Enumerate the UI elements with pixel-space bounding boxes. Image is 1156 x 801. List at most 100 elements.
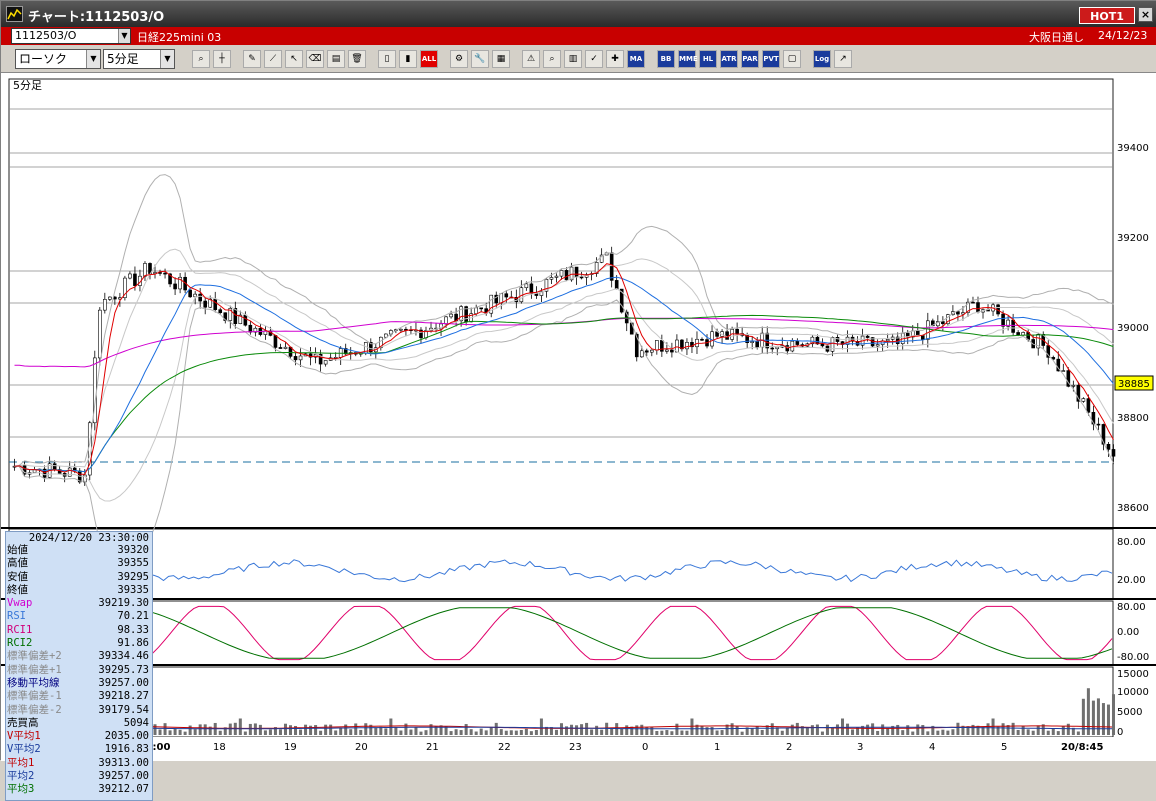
candle-body (915, 330, 920, 336)
alert-icon[interactable]: ⚠ (522, 50, 540, 68)
candle-body (198, 293, 202, 302)
chart-area[interactable]: 39400 39200 39000 38800 38600 38885 5分足 80.00 20… (1, 73, 1156, 801)
volume-bar (760, 729, 764, 735)
title-bar[interactable]: チャート:1112503/O HOT1 × (1, 1, 1156, 27)
candle-sell-icon[interactable]: ▮ (399, 50, 417, 68)
chevron-down-icon[interactable]: ▼ (118, 29, 130, 43)
y-tick-label: 38600 (1117, 503, 1149, 514)
candle-body (750, 341, 754, 343)
volume-bar (299, 729, 303, 735)
eraser-icon[interactable]: ⌫ (306, 50, 324, 68)
volume-bar (499, 729, 503, 735)
volume-bar (996, 726, 1000, 735)
readout-label: 標準偏差+1 (7, 663, 62, 676)
zoom-icon[interactable]: ⌕ (192, 50, 210, 68)
chevron-down-icon[interactable]: ▼ (86, 50, 100, 68)
x-tick-label: 5 (1001, 742, 1007, 753)
volume-bar (986, 723, 990, 735)
toolbar-text-button[interactable]: MME (678, 50, 698, 68)
export-icon[interactable]: ↗ (834, 50, 852, 68)
pen-icon[interactable]: ✎ (243, 50, 261, 68)
candle-body (1091, 411, 1096, 425)
volume-bar (740, 731, 744, 735)
toolbar-text-button[interactable]: ATR (720, 50, 738, 68)
candle-body (248, 324, 253, 333)
volume-bar (971, 724, 975, 735)
candle-body (379, 336, 383, 349)
close-window-button[interactable]: × (1138, 7, 1153, 22)
candle-body (815, 336, 820, 345)
symbol-info-bar: 1112503/O ▼ 日経225mini 03 大阪日通し 24/12/23 (1, 27, 1156, 45)
readout-label: Vwap (7, 597, 33, 610)
mark-icon[interactable]: ✚ (606, 50, 624, 68)
volume-bar (690, 718, 694, 735)
volume-tick-label: 0 (1117, 727, 1123, 738)
volume-bar (539, 718, 543, 735)
toolbar-text-button[interactable]: ALL (420, 50, 438, 68)
symbol-select[interactable]: 1112503/O ▼ (11, 28, 131, 44)
rci1-line (12, 605, 1113, 661)
volume-bar (595, 725, 599, 735)
bar-chart-icon[interactable]: ▥ (564, 50, 582, 68)
candle-buy-icon[interactable]: ▯ (378, 50, 396, 68)
chart-canvas[interactable]: 3940039200390003880038600388855分足80.0020… (1, 73, 1156, 761)
volume-bar (730, 723, 734, 735)
volume-bar (891, 725, 895, 735)
y-tick-label: 39000 (1117, 323, 1149, 334)
readout-value: 39295.73 (98, 663, 149, 676)
pointer-icon[interactable]: ↖ (285, 50, 303, 68)
candle-body (675, 339, 679, 353)
tick-icon[interactable]: ✓ (585, 50, 603, 68)
candle-body (173, 283, 177, 290)
readout-label: V平均2 (7, 743, 41, 756)
x-tick-label: 4 (929, 742, 935, 753)
toolbar-text-button[interactable]: MA (627, 50, 645, 68)
volume-bar (459, 730, 463, 735)
line-tool-icon[interactable]: ⟋ (264, 50, 282, 68)
list-icon[interactable]: ▤ (327, 50, 345, 68)
candle-body (1071, 385, 1076, 387)
volume-bar (951, 729, 955, 735)
crosshair-icon[interactable]: ┼ (213, 50, 231, 68)
chart-type-select[interactable]: ローソク ▼ (15, 49, 101, 69)
toolbar-text-button[interactable]: BB (657, 50, 675, 68)
palette-icon[interactable]: ▦ (492, 50, 510, 68)
timeframe-select[interactable]: 5分足 ▼ (103, 49, 175, 69)
volume-bar (404, 723, 408, 735)
candle-body (178, 276, 182, 290)
wrench-icon[interactable]: 🔧 (471, 50, 489, 68)
x-tick-label: 19 (284, 742, 297, 753)
volume-bar (916, 724, 920, 735)
volume-bar (901, 730, 905, 735)
box-icon[interactable]: ▢ (783, 50, 801, 68)
rsi-tick-label: 20.00 (1117, 575, 1146, 586)
hot-button[interactable]: HOT1 (1079, 7, 1135, 24)
settings-icon[interactable]: ⚙ (450, 50, 468, 68)
chart-timeframe-label: 5分足 (13, 79, 42, 92)
candle-body (574, 266, 579, 278)
candle-body (845, 336, 850, 345)
toolbar-text-button[interactable]: PAR (741, 50, 759, 68)
volume-bar (198, 724, 202, 735)
readout-label: RCI2 (7, 637, 33, 650)
x-tick-label: 21 (426, 742, 439, 753)
candle-body (273, 335, 278, 348)
volume-bar (650, 727, 654, 735)
volume-bar (223, 727, 227, 735)
candle-body (820, 343, 825, 347)
current-price-label: 38885 (1118, 379, 1150, 390)
volume-bar (795, 722, 799, 735)
readout-value: 39218.27 (98, 690, 149, 703)
rsi-tick-label: 80.00 (1117, 537, 1146, 548)
trash-icon[interactable]: 🗑 (348, 50, 366, 68)
chevron-down-icon[interactable]: ▼ (160, 50, 174, 68)
toolbar-text-button[interactable]: Log (813, 50, 831, 68)
candle-body (108, 296, 112, 300)
search-stock-icon[interactable]: ⌕ (543, 50, 561, 68)
volume-bar (504, 730, 508, 735)
toolbar-text-button[interactable]: HL (699, 50, 717, 68)
candle-body (1076, 385, 1081, 402)
toolbar-text-button[interactable]: PVT (762, 50, 780, 68)
readout-value: 1916.83 (104, 743, 149, 756)
